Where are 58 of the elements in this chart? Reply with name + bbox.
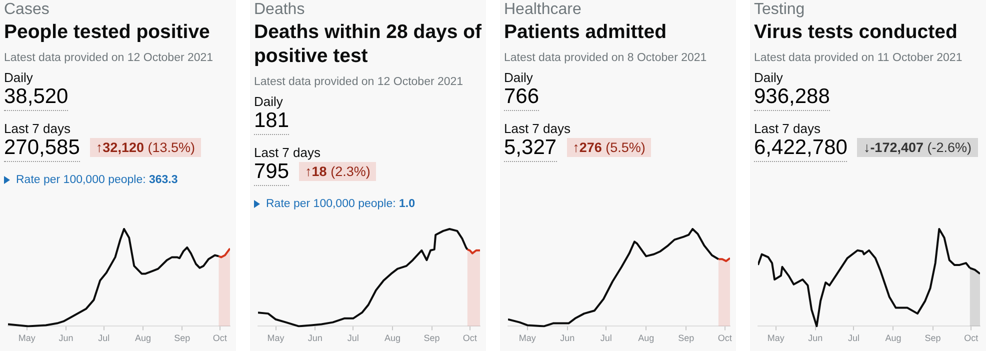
x-tick-label: Oct <box>964 333 979 344</box>
text: 936,288 <box>754 85 830 111</box>
chart-title: Patients admitted <box>504 20 668 44</box>
text: Last 7 days <box>504 121 572 136</box>
text: 6,422,780 <box>754 136 848 162</box>
text: Cases <box>4 1 50 19</box>
text: Daily <box>254 94 284 109</box>
x-tick-label: Aug <box>885 333 902 344</box>
text: Deaths <box>254 1 306 19</box>
text: Daily <box>4 70 34 85</box>
text: ↑276 (5.5%) <box>566 138 652 157</box>
text: 270,585 <box>4 136 80 162</box>
x-tick-label: Jun <box>58 333 74 344</box>
text: Rate per 100,000 people: 363.3 <box>16 174 178 186</box>
x-tick-label: Jul <box>347 333 359 344</box>
text: Rate per 100,000 people: 1.0 <box>266 198 415 210</box>
x-tick-label: Sep <box>678 333 694 344</box>
x-tick-label: May <box>267 333 285 344</box>
x-tick-label: Jun <box>808 333 823 344</box>
text: Last 7 days <box>254 145 322 160</box>
text: 181 <box>254 109 290 135</box>
x-tick-label: Sep <box>424 333 440 344</box>
text: Latest data provided on 12 October 2021 <box>4 52 214 64</box>
text: 5,327 <box>504 136 557 162</box>
text: 795 <box>254 160 290 186</box>
text: Latest data provided on 11 October 2021 <box>754 52 964 64</box>
text: Healthcare <box>504 1 582 19</box>
text: ↑32,120 (13.5%) <box>90 138 201 157</box>
x-tick-label: Jul <box>848 333 860 344</box>
chart-title: Virus tests conducted <box>754 20 958 44</box>
x-tick-label: May <box>518 333 536 344</box>
text: Last 7 days <box>754 121 822 136</box>
x-tick-label: May <box>767 333 785 344</box>
text: Daily <box>754 70 784 85</box>
text: 766 <box>504 85 540 111</box>
text: ↓-172,407 (-2.6%) <box>857 138 978 157</box>
text: Latest data provided on 8 October 2021 <box>504 52 708 64</box>
text: Testing <box>754 1 806 19</box>
x-tick-label: Aug <box>134 333 151 344</box>
x-tick-label: Jun <box>560 333 575 344</box>
x-tick-label: Jun <box>308 333 322 344</box>
x-tick-label: Oct <box>718 333 732 344</box>
x-tick-label: Aug <box>638 333 654 344</box>
text: 38,520 <box>4 85 68 111</box>
x-tick-label: Jul <box>98 333 110 344</box>
chart-title: Deaths within 28 days of positive test <box>254 20 483 68</box>
text: Latest data provided on 12 October 2021 <box>254 76 464 88</box>
x-tick-label: Sep <box>924 333 941 344</box>
x-tick-label: Oct <box>462 333 478 344</box>
text: Last 7 days <box>4 121 72 136</box>
x-tick-label: Aug <box>384 333 400 344</box>
x-tick-label: May <box>18 333 36 344</box>
chart-title: People tested positive <box>4 20 211 44</box>
text: Daily <box>504 70 534 85</box>
x-tick-label: Jul <box>600 333 612 344</box>
x-tick-label: Sep <box>174 333 190 344</box>
text: ↑18 (2.3%) <box>299 162 376 181</box>
x-tick-label: Oct <box>212 333 228 344</box>
